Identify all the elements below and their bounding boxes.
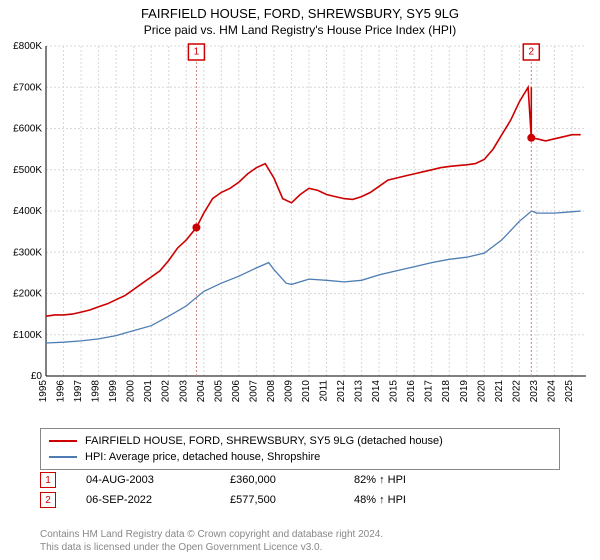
legend-swatch xyxy=(49,440,77,442)
svg-text:2009: 2009 xyxy=(283,380,294,403)
svg-text:1999: 1999 xyxy=(108,380,119,403)
svg-text:2003: 2003 xyxy=(178,380,189,403)
svg-text:2004: 2004 xyxy=(196,380,207,403)
footer-line-1: Contains HM Land Registry data © Crown c… xyxy=(40,528,383,541)
sale-badge: 1 xyxy=(40,472,56,488)
chart-subtitle: Price paid vs. HM Land Registry's House … xyxy=(0,21,600,43)
svg-text:£600K: £600K xyxy=(13,124,42,135)
svg-text:2023: 2023 xyxy=(529,380,540,403)
svg-text:2016: 2016 xyxy=(406,380,417,403)
legend-swatch xyxy=(49,456,77,458)
svg-text:£400K: £400K xyxy=(13,206,42,217)
sale-price: £360,000 xyxy=(230,474,330,486)
svg-text:2018: 2018 xyxy=(441,380,452,403)
legend-label: FAIRFIELD HOUSE, FORD, SHREWSBURY, SY5 9… xyxy=(85,435,443,447)
price-chart-svg: £0£100K£200K£300K£400K£500K£600K£700K£80… xyxy=(0,42,600,422)
legend-row: FAIRFIELD HOUSE, FORD, SHREWSBURY, SY5 9… xyxy=(49,433,551,449)
footer-attribution: Contains HM Land Registry data © Crown c… xyxy=(40,528,383,554)
sale-row: 2 06-SEP-2022 £577,500 48% ↑ HPI xyxy=(40,490,560,510)
sale-price: £577,500 xyxy=(230,494,330,506)
svg-text:1: 1 xyxy=(194,47,200,58)
svg-text:1995: 1995 xyxy=(38,380,49,403)
svg-text:2021: 2021 xyxy=(494,380,505,403)
legend-label: HPI: Average price, detached house, Shro… xyxy=(85,451,320,463)
svg-text:2022: 2022 xyxy=(511,380,522,403)
chart-title: FAIRFIELD HOUSE, FORD, SHREWSBURY, SY5 9… xyxy=(0,0,600,21)
svg-text:1997: 1997 xyxy=(73,380,84,403)
legend: FAIRFIELD HOUSE, FORD, SHREWSBURY, SY5 9… xyxy=(40,428,560,470)
svg-text:2024: 2024 xyxy=(546,380,557,403)
sales-table: 1 04-AUG-2003 £360,000 82% ↑ HPI 2 06-SEP-202… xyxy=(40,470,560,510)
svg-text:2011: 2011 xyxy=(319,380,330,402)
svg-text:£700K: £700K xyxy=(13,82,42,93)
sale-pct: 82% ↑ HPI xyxy=(354,474,406,486)
sale-row: 1 04-AUG-2003 £360,000 82% ↑ HPI xyxy=(40,470,560,490)
svg-text:£300K: £300K xyxy=(13,247,42,258)
footer-line-2: This data is licensed under the Open Gov… xyxy=(40,541,383,554)
svg-text:2010: 2010 xyxy=(301,380,312,403)
svg-text:£500K: £500K xyxy=(13,165,42,176)
chart-area: £0£100K£200K£300K£400K£500K£600K£700K£80… xyxy=(0,42,600,422)
svg-text:£100K: £100K xyxy=(13,330,42,341)
sale-pct: 48% ↑ HPI xyxy=(354,494,406,506)
svg-text:£800K: £800K xyxy=(13,42,42,52)
svg-text:2017: 2017 xyxy=(424,380,435,403)
svg-text:2006: 2006 xyxy=(231,380,242,403)
svg-text:2005: 2005 xyxy=(213,380,224,403)
svg-text:1996: 1996 xyxy=(56,380,67,403)
svg-text:1998: 1998 xyxy=(91,380,102,403)
svg-text:2013: 2013 xyxy=(354,380,365,403)
svg-text:2: 2 xyxy=(529,47,535,58)
sale-badge: 2 xyxy=(40,492,56,508)
svg-text:2001: 2001 xyxy=(143,380,154,403)
svg-text:2019: 2019 xyxy=(459,380,470,403)
sale-date: 04-AUG-2003 xyxy=(86,474,206,486)
svg-text:2020: 2020 xyxy=(476,380,487,403)
svg-text:2014: 2014 xyxy=(371,380,382,403)
sale-date: 06-SEP-2022 xyxy=(86,494,206,506)
svg-text:2007: 2007 xyxy=(248,380,259,403)
svg-text:£200K: £200K xyxy=(13,289,42,300)
svg-text:2000: 2000 xyxy=(126,380,137,403)
legend-row: HPI: Average price, detached house, Shro… xyxy=(49,449,551,465)
svg-text:2025: 2025 xyxy=(564,380,575,403)
svg-text:2002: 2002 xyxy=(161,380,172,403)
svg-text:2015: 2015 xyxy=(389,380,400,403)
svg-text:2008: 2008 xyxy=(266,380,277,403)
svg-text:2012: 2012 xyxy=(336,380,347,403)
